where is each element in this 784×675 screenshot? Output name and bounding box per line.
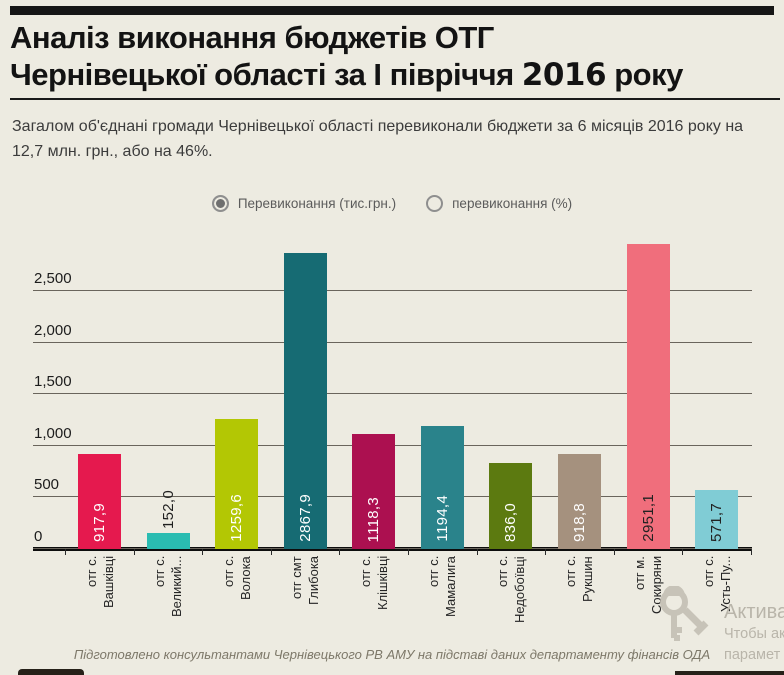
- gridline: [33, 341, 752, 343]
- bar-value-label: 571,7: [708, 502, 726, 542]
- x-axis-tick: [133, 549, 135, 555]
- x-axis-baseline: [33, 547, 752, 551]
- bar-value-label: 1259,6: [228, 494, 246, 542]
- y-axis-label: 500: [34, 476, 60, 494]
- x-axis-label: отг с. Великий...: [152, 556, 185, 618]
- x-axis-label: отг с. Рукшин: [563, 556, 596, 602]
- gridline: [33, 393, 752, 395]
- watermark-line3: парамет: [724, 647, 781, 663]
- bar: 1259,6: [215, 419, 259, 549]
- bar-value-label: 917,9: [91, 502, 108, 542]
- bar-value-label-wrap: 836,0: [489, 503, 532, 542]
- x-axis-label: отг с. Волока: [220, 556, 253, 600]
- bar-value-label: 2951,1: [639, 494, 657, 542]
- bar-value-label: 836,0: [502, 502, 520, 542]
- bottom-partial-element-left: [18, 669, 84, 675]
- legend-item-percent[interactable]: перевиконання (%): [426, 195, 572, 212]
- bar: 2867,9: [283, 253, 327, 549]
- bar: 2951,1: [626, 244, 670, 549]
- watermark-line2: Чтобы ак: [724, 626, 784, 642]
- radio-selected-icon: [211, 195, 229, 212]
- bar-value-label-wrap: 571,7: [695, 503, 738, 542]
- title-year: 2016: [521, 57, 607, 93]
- bar-value-label: 152,0: [159, 490, 177, 530]
- bar-value-label-wrap: 1259,6: [215, 494, 258, 542]
- x-axis-label-wrap: отг с. Недобоївці: [483, 556, 539, 652]
- bar-value-label-wrap: 917,9: [78, 503, 121, 542]
- x-axis-label: отг с. Недобоївці: [494, 556, 527, 623]
- x-axis-tick: [202, 549, 204, 555]
- bar-value-label-wrap: 1118,3: [352, 497, 395, 542]
- title-line2-text: Чернівецької області за І півріччя: [10, 57, 522, 92]
- x-axis-tick: [545, 549, 547, 555]
- bar-value-label-wrap: 2951,1: [627, 494, 670, 542]
- bar: 836,0: [489, 462, 533, 549]
- legend-item-thousands[interactable]: Перевиконання (тис.грн.): [211, 195, 397, 212]
- bar: 152,0: [146, 490, 190, 549]
- gridline: [33, 290, 752, 291]
- x-axis-tick: [682, 549, 684, 555]
- bar: 571,7: [695, 490, 739, 549]
- x-axis-tick: [339, 549, 341, 555]
- x-axis-label-wrap: отг с. Клішківці: [346, 556, 402, 652]
- bar-value-label-wrap: 152,0: [147, 490, 190, 529]
- page-title: Аналіз виконання бюджетів ОТГ Чернівецьк…: [10, 19, 780, 94]
- x-axis-tick: [65, 549, 67, 555]
- y-axis-label: 0: [34, 528, 43, 545]
- x-axis-label: отг с. Мамалига: [426, 556, 459, 617]
- x-axis-label: отг с. Вашківці: [83, 556, 116, 609]
- x-axis-label-wrap: отг с. Великий...: [140, 556, 196, 652]
- bar-value-label-wrap: 2867,9: [284, 494, 327, 542]
- activation-watermark: Актива Чтобы ак парамет: [652, 586, 784, 666]
- bar-value-label: 918,8: [570, 502, 588, 542]
- page-title-line1: Аналіз виконання бюджетів ОТГ: [10, 20, 494, 55]
- x-axis-tick: [270, 549, 272, 555]
- bar-value-label: 2867,9: [296, 494, 314, 542]
- y-axis-label: 1,000: [34, 424, 72, 442]
- bar: 918,8: [557, 454, 601, 549]
- watermark-line1: Актива: [724, 601, 784, 623]
- x-axis-label-wrap: отг смт Глибока: [277, 556, 333, 652]
- page-title-line2: Чернівецької області за І півріччя 2016 …: [10, 56, 780, 94]
- legend-label-thousands: Перевиконання (тис.грн.): [237, 196, 397, 211]
- x-axis-tick: [613, 549, 615, 555]
- watermark-text: Актива Чтобы ак парамет: [724, 600, 784, 666]
- bar: 1118,3: [352, 433, 396, 549]
- bar: 917,9: [78, 454, 121, 549]
- chart-legend: Перевиконання (тис.грн.) перевиконання (…: [0, 195, 784, 212]
- bar-value-label: 1118,3: [365, 496, 383, 542]
- bar: 1194,4: [420, 425, 464, 549]
- y-axis-label: 2,000: [34, 321, 72, 339]
- legend-label-percent: перевиконання (%): [452, 196, 573, 211]
- title-underline: [10, 98, 780, 100]
- bar-value-label-wrap: 918,8: [558, 503, 601, 542]
- x-axis-label-wrap: отг с. Вашківці: [72, 556, 128, 652]
- x-axis-label-wrap: отг с. Рукшин: [551, 556, 607, 652]
- title-line2-suffix: року: [606, 57, 683, 92]
- key-icon: [660, 586, 709, 641]
- footer-credit: Підготовлено консультантами Чернівецьког…: [73, 647, 711, 662]
- x-axis-label-wrap: отг с. Мамалига: [414, 556, 470, 652]
- bottom-partial-element-right: [675, 671, 784, 675]
- chart-subtitle: Загалом об'єднані громади Чернівецької о…: [12, 118, 744, 160]
- x-axis-label: отг смт Глибока: [289, 556, 322, 606]
- bar-value-label: 1194,4: [433, 495, 451, 542]
- header-accent-bar: [10, 6, 774, 15]
- y-axis-label: 1,500: [34, 373, 72, 391]
- x-axis-tick: [750, 549, 752, 555]
- radio-unselected-icon: [426, 195, 444, 212]
- x-axis-tick: [408, 549, 410, 555]
- plot-area: 2,500 2,000 1,500 1,000 500 0 917,9 отг с. Вашк…: [33, 240, 752, 623]
- bar-value-label-wrap: 1194,4: [421, 495, 464, 542]
- x-axis-label: отг с. Клішківці: [357, 556, 390, 611]
- y-axis-label: 2,500: [34, 270, 72, 287]
- x-axis-label-wrap: отг с. Волока: [209, 556, 265, 652]
- x-axis-tick: [476, 549, 478, 555]
